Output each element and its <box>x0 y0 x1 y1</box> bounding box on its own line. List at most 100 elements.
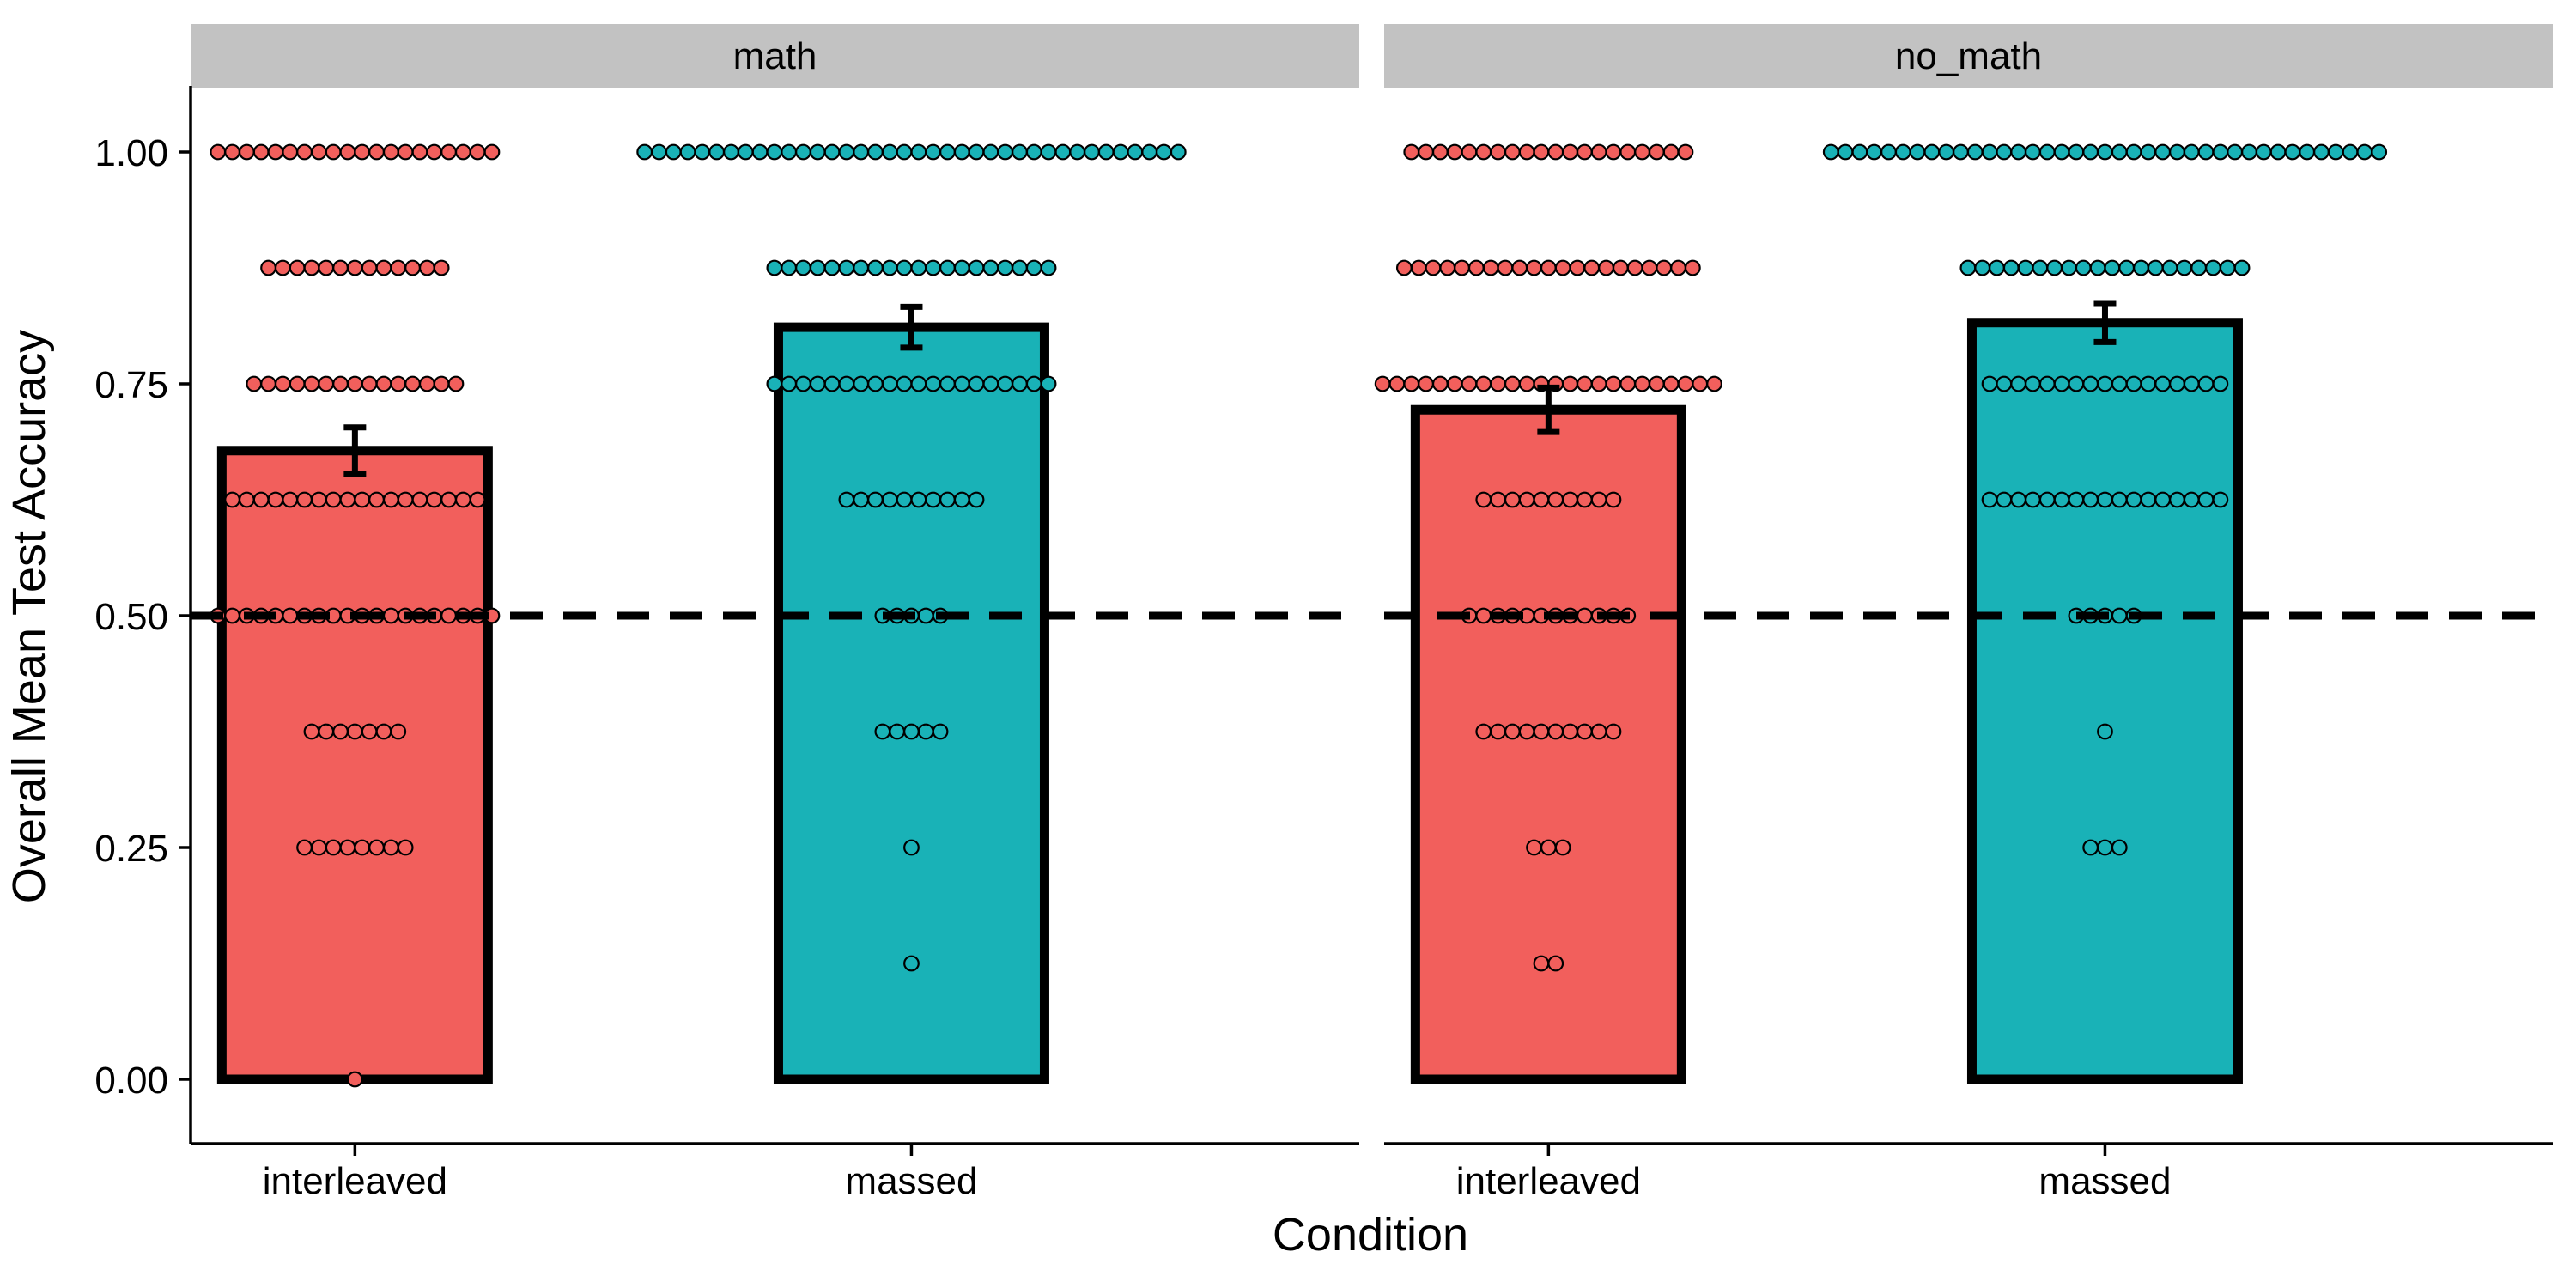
data-point <box>708 143 726 161</box>
data-point <box>1569 259 1586 276</box>
data-point <box>2183 375 2200 392</box>
data-point <box>2241 143 2257 161</box>
data-point <box>339 491 356 508</box>
data-point <box>1490 723 1506 740</box>
data-point <box>260 375 276 392</box>
data-point <box>454 143 471 161</box>
data-point <box>853 375 870 392</box>
x-tick-label: massed <box>2038 1160 2171 1202</box>
data-point <box>1605 491 1622 508</box>
y-axis-title: Overall Mean Test Accuracy <box>3 330 55 903</box>
data-point <box>1374 375 1391 392</box>
data-point <box>1953 143 1969 161</box>
data-point <box>2097 723 2113 740</box>
data-point <box>346 723 363 740</box>
data-point <box>1562 491 1578 508</box>
data-point <box>1461 375 1478 392</box>
data-point <box>1040 259 1057 276</box>
data-point <box>2089 259 2106 276</box>
data-point <box>1996 375 2013 392</box>
data-point <box>1490 143 1506 161</box>
data-point <box>1851 143 1868 161</box>
data-point <box>2140 491 2157 508</box>
data-point <box>881 259 898 276</box>
data-point <box>382 143 399 161</box>
data-point <box>1439 259 1456 276</box>
panel-no_math: no_math interleaved massed <box>1374 24 2553 1202</box>
data-point <box>1112 143 1129 161</box>
data-point <box>896 375 913 392</box>
data-point <box>1880 143 1897 161</box>
data-point <box>910 259 927 276</box>
data-point <box>1554 259 1571 276</box>
data-point <box>867 491 884 508</box>
data-point <box>1590 491 1607 508</box>
data-point <box>1012 143 1028 161</box>
facet-strip-label: math <box>733 35 817 77</box>
data-point <box>2190 259 2208 276</box>
data-point <box>2082 375 2099 392</box>
data-point <box>2227 143 2244 161</box>
y-tick-label: 1.00 <box>94 132 168 174</box>
data-point <box>917 723 934 740</box>
data-point <box>1662 143 1680 161</box>
data-point <box>1403 375 1420 392</box>
data-point <box>2082 839 2099 856</box>
data-point <box>2118 259 2136 276</box>
data-point <box>1981 491 1998 508</box>
data-point <box>1431 143 1449 161</box>
data-point <box>318 375 335 392</box>
data-point <box>1084 143 1100 161</box>
data-point <box>2356 143 2373 161</box>
data-point <box>2111 491 2128 508</box>
data-point <box>1554 839 1571 856</box>
data-point <box>1590 723 1607 740</box>
data-point <box>1170 143 1187 161</box>
data-point <box>2111 143 2128 161</box>
data-point <box>282 143 299 161</box>
data-point <box>925 143 942 161</box>
data-point <box>332 259 349 276</box>
data-point <box>1866 143 1883 161</box>
data-point <box>210 143 227 161</box>
data-point <box>1974 259 1991 276</box>
data-point <box>1576 375 1593 392</box>
data-point <box>903 839 920 856</box>
data-point <box>925 259 942 276</box>
data-point <box>867 375 884 392</box>
data-point <box>1677 143 1694 161</box>
data-point <box>2097 839 2113 856</box>
data-point <box>397 143 414 161</box>
data-point <box>723 143 739 161</box>
data-point <box>267 491 284 508</box>
data-point <box>483 143 501 161</box>
data-point <box>1533 143 1550 161</box>
data-point <box>346 375 363 392</box>
data-point <box>2053 491 2070 508</box>
data-point <box>665 143 682 161</box>
data-point <box>2371 143 2388 161</box>
data-point <box>1490 375 1506 392</box>
data-point <box>968 375 985 392</box>
data-point <box>1533 491 1550 508</box>
data-point <box>1583 259 1601 276</box>
data-point <box>310 143 327 161</box>
data-point <box>310 491 327 508</box>
data-point <box>2169 375 2185 392</box>
data-point <box>1418 375 1434 392</box>
data-point <box>896 491 913 508</box>
data-point <box>939 375 956 392</box>
data-point <box>2032 259 2049 276</box>
data-point <box>2269 143 2287 161</box>
data-point <box>809 143 826 161</box>
data-point <box>1012 375 1028 392</box>
data-point <box>1576 491 1593 508</box>
data-point <box>1634 143 1650 161</box>
data-point <box>2255 143 2272 161</box>
panel-math: math interleaved massed <box>191 24 1359 1202</box>
data-point <box>896 143 913 161</box>
data-point <box>636 143 653 161</box>
data-point <box>997 375 1014 392</box>
data-point <box>267 143 284 161</box>
data-point <box>2111 607 2128 624</box>
